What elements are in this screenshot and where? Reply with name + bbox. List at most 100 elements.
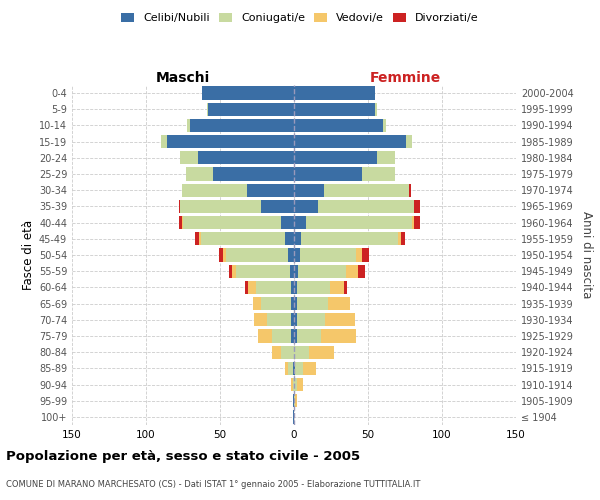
Bar [414, 200, 420, 213]
Bar [180, 151, 198, 164]
Bar [294, 394, 295, 407]
Bar [297, 330, 320, 342]
Bar [232, 264, 236, 278]
Bar [294, 184, 323, 197]
Bar [358, 264, 365, 278]
Bar [212, 168, 294, 180]
Bar [291, 330, 294, 342]
Bar [294, 330, 297, 342]
Bar [262, 297, 291, 310]
Text: Maschi: Maschi [156, 71, 210, 85]
Bar [167, 135, 294, 148]
Bar [406, 135, 412, 148]
Bar [288, 362, 293, 375]
Bar [325, 313, 355, 326]
Bar [186, 168, 212, 180]
Bar [294, 313, 297, 326]
Bar [291, 280, 294, 294]
Bar [182, 184, 247, 197]
Bar [294, 264, 298, 278]
Bar [291, 297, 294, 310]
Bar [187, 119, 190, 132]
Bar [294, 378, 297, 391]
Bar [383, 119, 386, 132]
Bar [298, 264, 346, 278]
Bar [293, 410, 294, 424]
Bar [179, 216, 182, 230]
Bar [412, 216, 414, 230]
Bar [179, 200, 180, 213]
Bar [281, 346, 294, 359]
Bar [256, 280, 291, 294]
Bar [254, 313, 268, 326]
Bar [236, 264, 290, 278]
Bar [301, 232, 398, 245]
Bar [272, 346, 281, 359]
Bar [409, 184, 411, 197]
Bar [259, 330, 272, 342]
Y-axis label: Fasce di età: Fasce di età [22, 220, 35, 290]
Bar [285, 362, 288, 375]
Bar [202, 86, 294, 100]
Bar [328, 297, 350, 310]
Bar [226, 248, 288, 262]
Bar [195, 232, 199, 245]
Bar [253, 297, 262, 310]
Bar [317, 200, 414, 213]
Y-axis label: Anni di nascita: Anni di nascita [580, 212, 593, 298]
Bar [272, 330, 291, 342]
Bar [190, 119, 294, 132]
Bar [208, 102, 294, 116]
Bar [293, 362, 294, 375]
Bar [300, 248, 356, 262]
Bar [362, 168, 395, 180]
Bar [294, 151, 377, 164]
Bar [293, 378, 294, 391]
Bar [294, 119, 383, 132]
Bar [161, 135, 167, 148]
Bar [201, 232, 285, 245]
Bar [294, 86, 376, 100]
Bar [376, 102, 377, 116]
Bar [198, 151, 294, 164]
Bar [182, 216, 183, 230]
Bar [320, 330, 356, 342]
Bar [297, 378, 303, 391]
Bar [218, 248, 223, 262]
Bar [377, 151, 395, 164]
Bar [344, 280, 347, 294]
Bar [329, 280, 344, 294]
Bar [323, 184, 409, 197]
Bar [245, 280, 248, 294]
Bar [285, 232, 294, 245]
Bar [183, 216, 281, 230]
Bar [414, 216, 420, 230]
Bar [294, 200, 317, 213]
Legend: Celibi/Nubili, Coniugati/e, Vedovi/e, Divorziati/e: Celibi/Nubili, Coniugati/e, Vedovi/e, Di… [119, 10, 481, 26]
Bar [306, 216, 412, 230]
Bar [295, 362, 303, 375]
Bar [223, 248, 226, 262]
Bar [295, 394, 297, 407]
Bar [297, 280, 329, 294]
Text: COMUNE DI MARANO MARCHESATO (CS) - Dati ISTAT 1° gennaio 2005 - Elaborazione TUT: COMUNE DI MARANO MARCHESATO (CS) - Dati … [6, 480, 421, 489]
Bar [294, 362, 295, 375]
Bar [398, 232, 401, 245]
Bar [294, 280, 297, 294]
Bar [290, 264, 294, 278]
Bar [247, 184, 294, 197]
Bar [297, 313, 325, 326]
Bar [294, 168, 362, 180]
Bar [281, 216, 294, 230]
Bar [229, 264, 232, 278]
Bar [356, 248, 362, 262]
Bar [180, 200, 262, 213]
Bar [294, 297, 297, 310]
Text: Femmine: Femmine [370, 71, 440, 85]
Bar [294, 248, 300, 262]
Bar [294, 135, 406, 148]
Bar [268, 313, 291, 326]
Bar [297, 297, 328, 310]
Bar [288, 248, 294, 262]
Bar [293, 394, 294, 407]
